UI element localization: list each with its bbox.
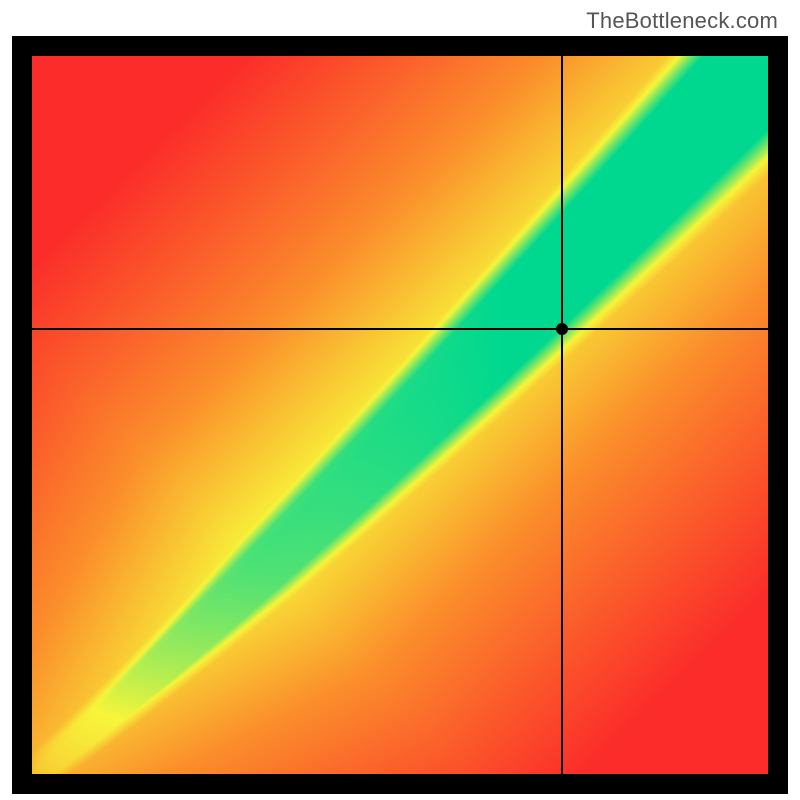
attribution-text: TheBottleneck.com [586, 8, 778, 34]
plot-area [32, 56, 768, 774]
marker-dot [556, 323, 568, 335]
crosshair-horizontal [32, 328, 768, 330]
crosshair-vertical [561, 56, 563, 774]
heatmap-canvas [32, 56, 768, 774]
plot-frame [12, 36, 788, 794]
chart-container: TheBottleneck.com [0, 0, 800, 800]
